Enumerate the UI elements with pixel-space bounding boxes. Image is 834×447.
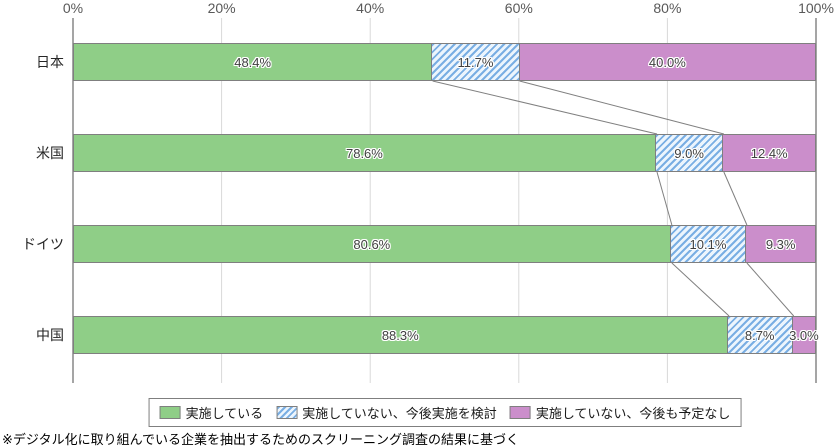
bar-value-label: 40.0% [648,54,686,70]
legend-label: 実施していない、今後実施を検討 [302,406,497,421]
bar-value-label: 12.4% [750,145,788,161]
bar-segment: 3.0% [789,316,819,354]
connector-line [671,262,730,317]
bar-segment: 80.6% [73,225,671,263]
legend: 実施している 実施していない、今後実施を検討 実施していない、今後も予定なし [148,398,742,427]
category-label: 中国 [36,327,64,343]
bar-value-label: 9.0% [674,145,704,161]
legend-swatch-icon [159,406,181,419]
connector-line [432,80,658,135]
bar-segment: 78.6% [73,134,656,172]
x-tick-label: 40% [356,0,385,16]
bar-segment: 48.4% [73,43,433,81]
x-tick-label: 0% [62,0,84,16]
footnote: ※デジタル化に取り組んでいる企業を抽出するためのスクリーニング調査の結果に基づく [2,432,519,447]
bar-value-label: 3.0% [789,327,819,343]
bar-value-label: 88.3% [381,327,419,343]
bar-value-label: 80.6% [353,236,391,252]
connector-line [723,171,748,226]
connector-line [519,80,724,135]
x-tick-label: 20% [207,0,236,16]
bar-value-label: 48.4% [234,54,272,70]
connector-line [656,171,673,226]
bar-row: 88.3% 8.7% 3.0% [73,316,819,354]
legend-label: 実施していない、今後も予定なし [535,406,731,421]
x-tick-label: 100% [798,0,834,16]
bar-segment: 88.3% [73,316,728,354]
category-label: 米国 [36,145,64,161]
x-tick-label: 60% [504,0,533,16]
legend-label: 実施している [185,406,264,421]
legend-swatch-icon [509,406,531,419]
bar-row: 80.6% 10.1% 9.3% [73,225,817,263]
legend-item: 実施している [159,403,264,422]
legend-item: 実施していない、今後実施を検討 [276,403,497,422]
bar-row: 78.6% 9.0% 12.4% [73,134,817,172]
x-tick-label: 80% [653,0,682,16]
category-label: ドイツ [22,236,64,252]
bar-segment: 10.1% [669,225,747,263]
bar-segment: 12.4% [722,134,817,172]
legend-swatch-icon [276,406,298,419]
connector-line [746,262,795,317]
category-label: 日本 [36,54,64,70]
bar-segment: 8.7% [726,316,793,354]
bar-segment: 40.0% [518,43,816,81]
bar-segment: 9.0% [654,134,724,172]
bar-segment: 9.3% [745,225,817,263]
bar-value-label: 9.3% [765,236,796,252]
bar-segment: 11.7% [431,43,520,81]
bar-value-label: 10.1% [689,236,727,252]
bar-value-label: 8.7% [744,327,775,343]
bar-value-label: 11.7% [457,54,494,70]
bar-value-label: 78.6% [345,145,383,161]
legend-item: 実施していない、今後も予定なし [509,403,731,422]
bar-row: 48.4% 11.7% 40.0% [73,43,816,81]
